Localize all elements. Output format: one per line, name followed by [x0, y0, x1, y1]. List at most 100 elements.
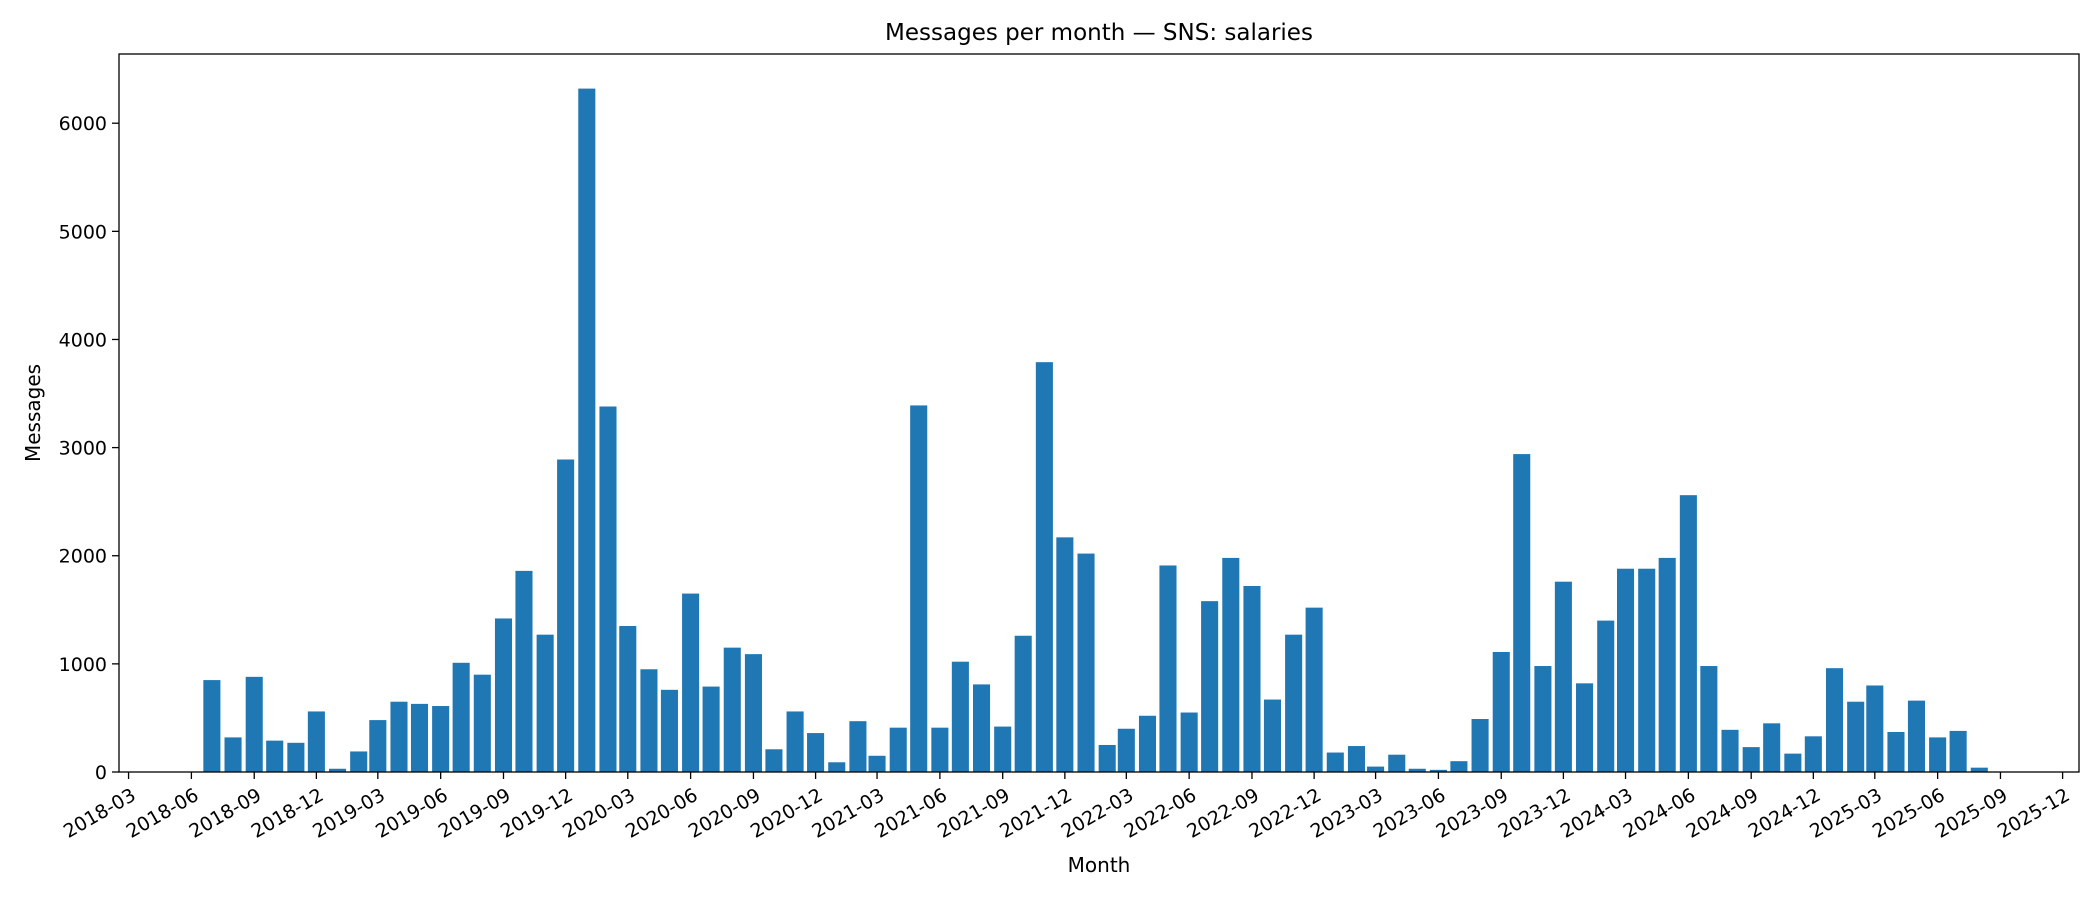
bar-2023-08 [1471, 719, 1489, 772]
bar-2024-07 [1700, 666, 1718, 772]
bar-2018-12 [307, 711, 325, 772]
bar-2025-01 [1825, 668, 1844, 772]
bar-2024-11 [1784, 753, 1802, 772]
bar-2023-03 [1367, 766, 1385, 772]
bar-2021-08 [973, 684, 991, 772]
bar-2020-11 [786, 711, 804, 772]
bar-2022-01 [1077, 553, 1095, 772]
y-tick-label-3000: 3000 [59, 438, 107, 460]
bar-2024-06 [1679, 495, 1697, 772]
plot-frame [118, 53, 2080, 773]
bar-2024-10 [1763, 723, 1781, 772]
bar-2018-11 [287, 742, 305, 772]
bar-2021-06 [931, 727, 949, 772]
x-tick-label-2025-12: 2025-12 [1994, 784, 2074, 843]
bar-2019-09 [494, 618, 513, 772]
bar-2019-05 [410, 703, 429, 772]
bar-2022-09 [1243, 586, 1261, 772]
bar-2023-01 [1326, 752, 1344, 772]
bar-2024-05 [1658, 557, 1676, 772]
bar-2022-03 [1117, 728, 1135, 772]
bar-2021-01 [828, 762, 846, 772]
bar-2023-06 [1429, 769, 1447, 772]
bar-2023-10 [1513, 454, 1531, 772]
bar-2019-07 [452, 662, 470, 772]
y-tick-label-1000: 1000 [59, 654, 107, 676]
bar-2021-11 [1035, 362, 1053, 772]
bar-2023-05 [1408, 768, 1426, 772]
bar-2025-02 [1847, 701, 1865, 772]
bar-2022-02 [1098, 744, 1116, 772]
bar-2019-03 [369, 720, 387, 772]
bar-2025-04 [1887, 731, 1905, 772]
bar-2024-04 [1638, 568, 1656, 772]
bar-2020-08 [723, 647, 741, 772]
bar-2021-10 [1014, 635, 1032, 772]
bar-2019-04 [390, 701, 408, 772]
bar-2021-05 [910, 405, 928, 772]
bar-2019-01 [329, 768, 347, 772]
bar-2018-08 [224, 737, 242, 772]
bar-2025-07 [1949, 730, 1967, 772]
y-tick-label-2000: 2000 [59, 546, 107, 568]
bar-2022-10 [1263, 699, 1281, 772]
bar-2025-05 [1907, 700, 1925, 772]
bar-2019-06 [432, 706, 450, 772]
y-axis: 0 1000 2000 3000 4000 5000 6000 [59, 113, 119, 784]
bar-2024-12 [1804, 736, 1822, 772]
bar-2024-03 [1617, 568, 1635, 772]
bar-2023-07 [1450, 761, 1468, 772]
chart-title: Messages per month — SNS: salaries [885, 20, 1313, 46]
bar-2022-11 [1285, 634, 1303, 772]
bar-2022-12 [1305, 607, 1323, 772]
bar-2023-09 [1492, 651, 1510, 772]
bars [203, 88, 1988, 773]
bar-2023-11 [1534, 666, 1552, 772]
bar-2024-08 [1721, 729, 1739, 772]
bar-2018-09 [245, 676, 263, 772]
bar-2020-04 [640, 669, 658, 772]
bar-2024-01 [1576, 683, 1594, 772]
bar-2020-02 [599, 406, 617, 772]
bar-2021-12 [1056, 537, 1074, 772]
bar-2023-04 [1388, 754, 1406, 772]
bar-2023-02 [1347, 746, 1365, 772]
bar-2020-12 [807, 733, 825, 772]
bar-2020-09 [744, 654, 762, 772]
bar-2019-12 [557, 459, 575, 772]
bar-2025-06 [1929, 737, 1947, 772]
bar-2022-06 [1180, 712, 1198, 772]
bar-2022-05 [1159, 565, 1177, 772]
y-tick-label-4000: 4000 [59, 329, 107, 351]
bar-2021-02 [849, 721, 867, 772]
bar-2025-03 [1866, 685, 1884, 772]
bar-2018-07 [203, 680, 221, 772]
bar-2024-09 [1742, 747, 1760, 772]
x-axis-label: Month [1068, 853, 1131, 877]
bar-2020-03 [619, 626, 637, 772]
bar-2022-08 [1222, 557, 1240, 772]
y-tick-label-5000: 5000 [59, 221, 107, 243]
y-tick-label-0: 0 [95, 762, 107, 784]
bar-2019-02 [350, 751, 368, 772]
bar-2025-08 [1970, 767, 1988, 772]
y-tick-label-6000: 6000 [59, 113, 107, 135]
bar-2022-04 [1138, 715, 1157, 772]
bar-2020-05 [660, 689, 678, 772]
bar-2023-12 [1554, 581, 1572, 772]
bar-2021-09 [994, 726, 1012, 772]
bar-2020-01 [578, 88, 596, 773]
x-axis: 2018-032018-062018-092018-122019-032019-… [60, 772, 2074, 843]
bar-2020-10 [765, 749, 783, 772]
bar-2022-07 [1201, 601, 1219, 772]
bar-2020-07 [702, 686, 720, 772]
bar-2020-06 [682, 593, 700, 772]
bar-2021-04 [889, 727, 907, 772]
bar-2019-11 [536, 634, 554, 772]
bar-2021-07 [951, 661, 969, 772]
bar-2024-02 [1597, 620, 1615, 772]
y-axis-label: Messages [21, 364, 45, 462]
bar-2019-08 [473, 674, 491, 772]
